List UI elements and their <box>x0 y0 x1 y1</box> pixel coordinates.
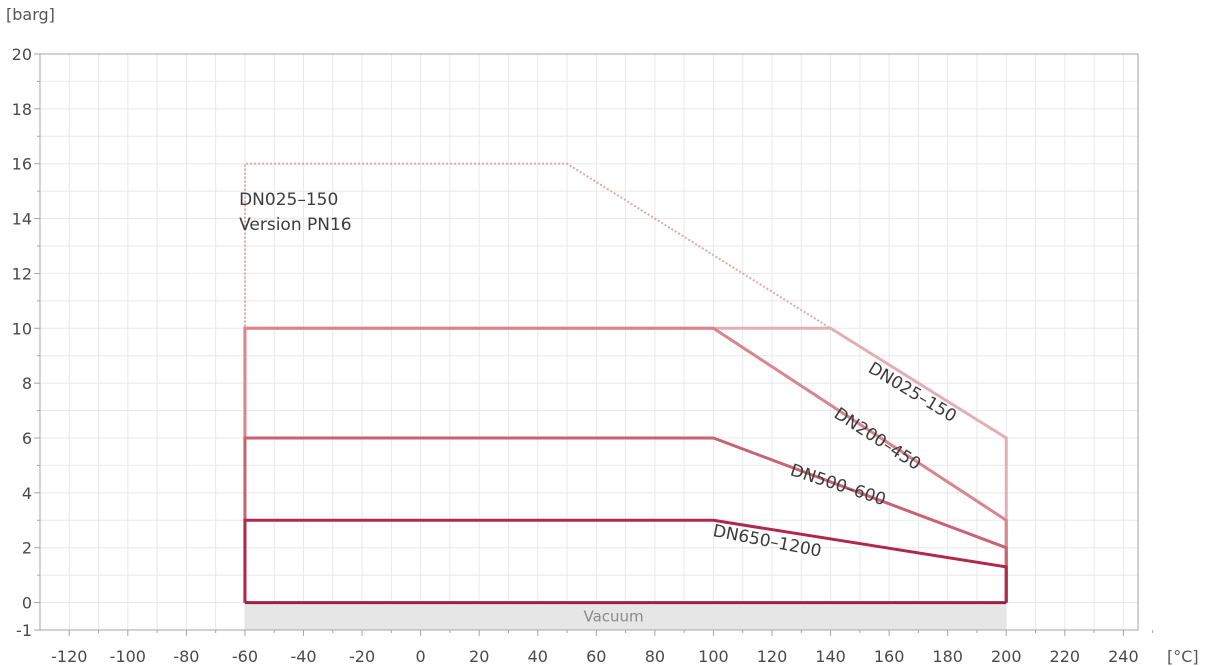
grid <box>39 53 1138 631</box>
curve-label-2: DN200–450 <box>830 404 924 475</box>
y-tick-label: 2 <box>22 539 32 558</box>
y-tick-label: 6 <box>22 429 32 448</box>
series-lines <box>243 162 1008 605</box>
x-tick-label: 60 <box>586 647 606 666</box>
x-tick-label: 240 <box>1108 647 1139 666</box>
x-tick-label: 0 <box>416 647 426 666</box>
pn16-label: DN025–150 Version PN16 <box>239 190 352 235</box>
y-tick-label: 0 <box>22 594 32 613</box>
curve-label-4: DN650–1200 <box>711 521 823 562</box>
y-tick-label: 16 <box>12 155 32 174</box>
y-tick-label: 8 <box>22 374 32 393</box>
vacuum-region: Vacuum <box>244 602 1007 630</box>
series-line-5 <box>243 518 1008 603</box>
vacuum-area <box>244 602 1007 630</box>
x-tick-label: 180 <box>932 647 963 666</box>
x-tick-label: -20 <box>349 647 375 666</box>
y-tick-label: 10 <box>12 319 32 338</box>
x-tick-label: -40 <box>290 647 316 666</box>
x-tick-label: 160 <box>874 647 905 666</box>
curve-label-3: DN500–600 <box>788 461 889 511</box>
x-tick-label: 80 <box>645 647 665 666</box>
x-axis-unit-label: [°C] <box>1167 647 1199 666</box>
y-tick-label: -1 <box>16 621 32 640</box>
x-tick-label: 100 <box>698 647 729 666</box>
x-tick-label: 40 <box>528 647 548 666</box>
x-tick-label: -80 <box>173 647 199 666</box>
y-tick-label: 20 <box>12 45 32 64</box>
axes: -120 -100 -80 -60 -40 -20 0 20 40 60 80 100 120 140 16… <box>12 45 1154 666</box>
x-tick-label: 20 <box>469 647 489 666</box>
x-tick-label: 140 <box>815 647 846 666</box>
x-tick-label: 200 <box>991 647 1022 666</box>
y-tick-label: 4 <box>22 484 32 503</box>
y-tick-label: 14 <box>12 210 32 229</box>
x-tick-label: -120 <box>51 647 87 666</box>
pn16-label-line: DN025–150 <box>239 190 338 210</box>
y-tick-label: 18 <box>12 100 32 119</box>
x-tick-label: -100 <box>110 647 146 666</box>
pn16-label-line: Version PN16 <box>239 215 352 235</box>
y-axis-unit-label: [barg] <box>6 5 55 24</box>
vacuum-label: Vacuum <box>584 607 644 625</box>
x-tick-label: -60 <box>232 647 258 666</box>
x-tick-label: 120 <box>757 647 788 666</box>
curve-label-1: DN025–150 <box>865 358 960 426</box>
y-tick-label: 12 <box>12 264 32 283</box>
x-tick-label: 220 <box>1050 647 1081 666</box>
plot-frame <box>39 53 1139 631</box>
